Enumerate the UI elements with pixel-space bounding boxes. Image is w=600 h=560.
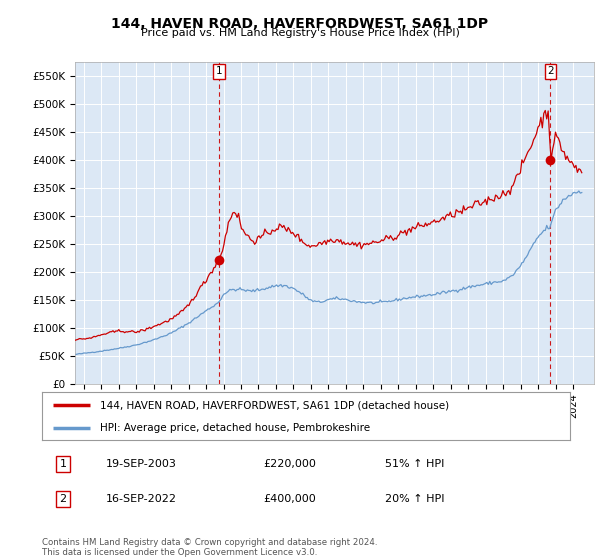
Text: 16-SEP-2022: 16-SEP-2022	[106, 494, 176, 504]
Text: 2: 2	[547, 67, 554, 76]
Text: 2: 2	[59, 494, 67, 504]
Text: HPI: Average price, detached house, Pembrokeshire: HPI: Average price, detached house, Pemb…	[100, 423, 370, 433]
Text: 144, HAVEN ROAD, HAVERFORDWEST, SA61 1DP: 144, HAVEN ROAD, HAVERFORDWEST, SA61 1DP	[112, 17, 488, 31]
Text: 1: 1	[59, 459, 67, 469]
Text: £220,000: £220,000	[264, 459, 317, 469]
Text: £400,000: £400,000	[264, 494, 317, 504]
Text: 144, HAVEN ROAD, HAVERFORDWEST, SA61 1DP (detached house): 144, HAVEN ROAD, HAVERFORDWEST, SA61 1DP…	[100, 400, 449, 410]
Text: 51% ↑ HPI: 51% ↑ HPI	[385, 459, 445, 469]
Text: 19-SEP-2003: 19-SEP-2003	[106, 459, 176, 469]
Text: Price paid vs. HM Land Registry's House Price Index (HPI): Price paid vs. HM Land Registry's House …	[140, 28, 460, 38]
Text: Contains HM Land Registry data © Crown copyright and database right 2024.
This d: Contains HM Land Registry data © Crown c…	[42, 538, 377, 557]
Text: 1: 1	[215, 67, 222, 76]
Text: 20% ↑ HPI: 20% ↑ HPI	[385, 494, 445, 504]
